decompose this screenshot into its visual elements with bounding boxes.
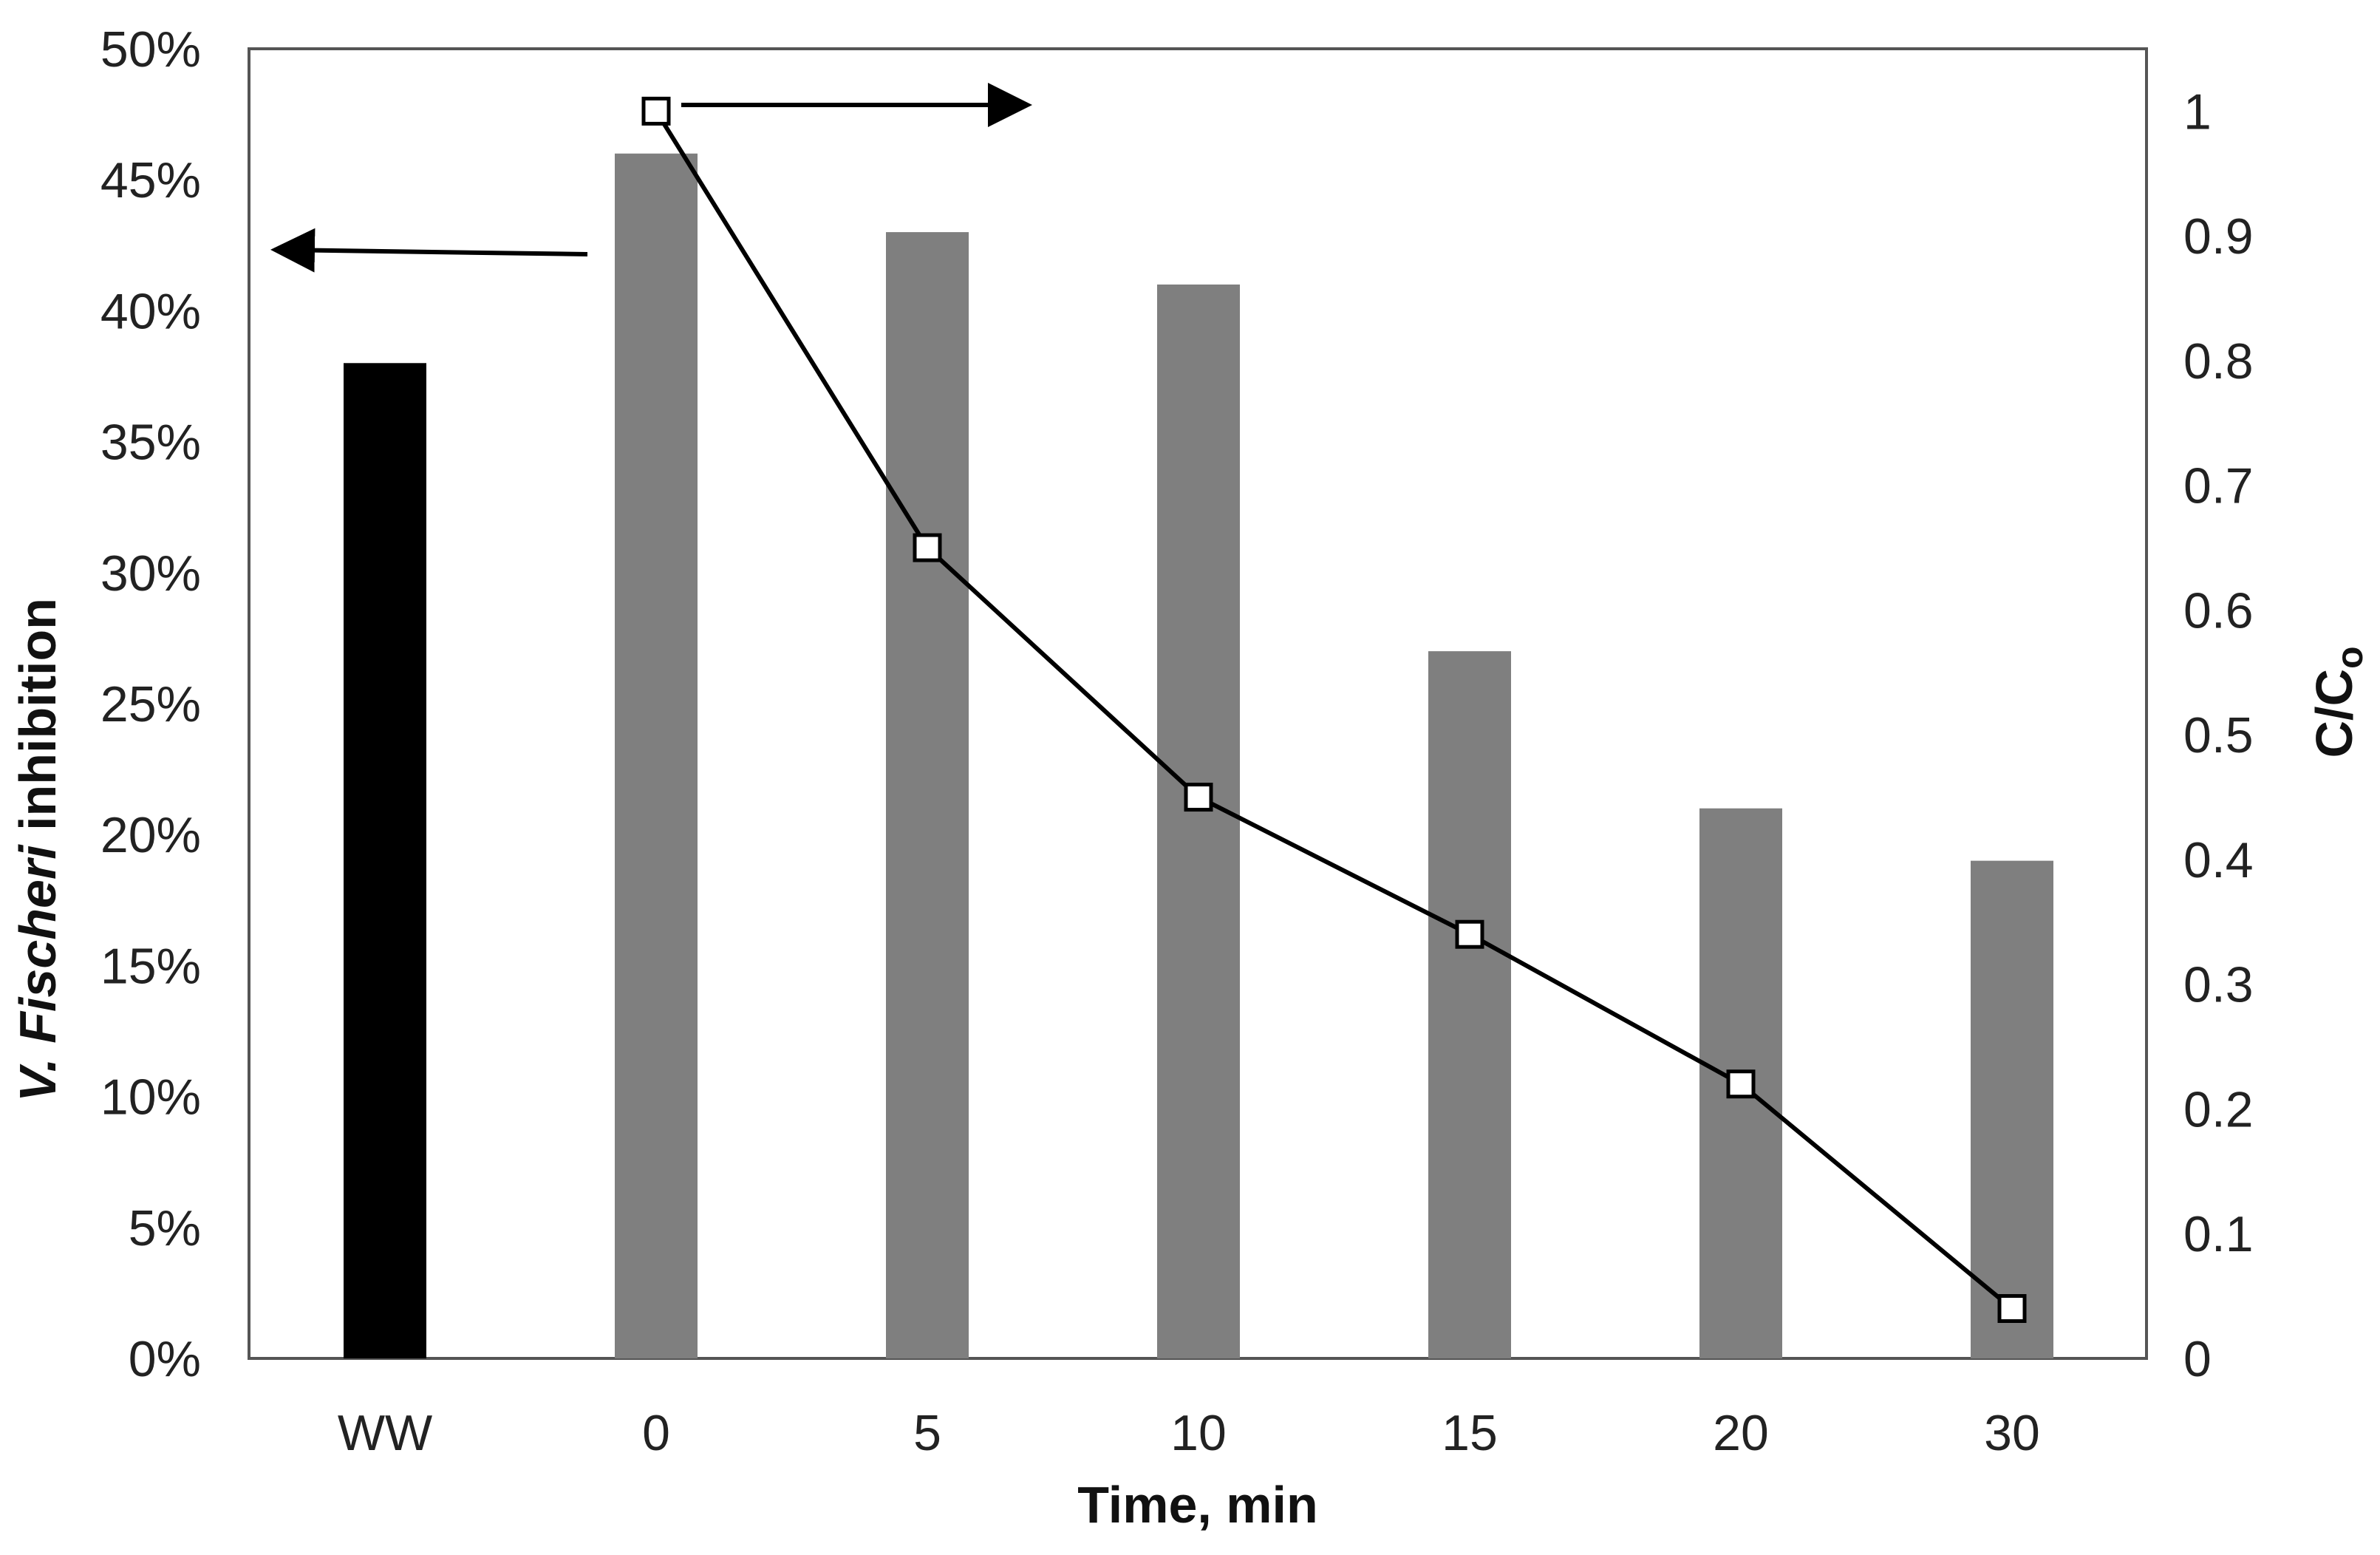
bar-10 bbox=[1157, 284, 1240, 1359]
left-tick-label: 15% bbox=[100, 938, 201, 994]
left-tick-label: 30% bbox=[100, 545, 201, 602]
left-axis-title-space bbox=[9, 831, 67, 845]
c-co-point-15 bbox=[1455, 919, 1484, 949]
right-tick-label: 0.9 bbox=[2183, 208, 2254, 265]
left-tick-label: 5% bbox=[129, 1200, 201, 1256]
bars-group bbox=[344, 153, 2053, 1359]
right-tick-label: 0 bbox=[2183, 1331, 2212, 1387]
left-tick-label: 0% bbox=[129, 1331, 201, 1387]
x-axis-ticks: WW 0 5 10 15 20 30 bbox=[338, 1405, 2040, 1461]
right-axis-ticks: 0 0.1 0.2 0.3 0.4 0.5 0.6 0.7 0.8 0.9 1 bbox=[2183, 84, 2254, 1387]
x-tick-label: 10 bbox=[1170, 1405, 1227, 1461]
right-axis-title-sub: o bbox=[2329, 646, 2370, 669]
left-tick-label: 35% bbox=[100, 415, 201, 471]
right-tick-label: 1 bbox=[2183, 84, 2212, 140]
right-tick-label: 0.8 bbox=[2183, 333, 2254, 389]
x-tick-label: 30 bbox=[1984, 1405, 2040, 1461]
c-co-point-10 bbox=[1184, 783, 1213, 812]
bar-ww bbox=[344, 363, 426, 1358]
c-co-point-5 bbox=[913, 533, 942, 562]
right-tick-label: 0.1 bbox=[2183, 1206, 2254, 1262]
x-tick-label: 15 bbox=[1442, 1405, 1498, 1461]
x-tick-label: 5 bbox=[913, 1405, 941, 1461]
left-axis-title-rest: inhibition bbox=[9, 598, 67, 831]
bar-5 bbox=[886, 232, 969, 1359]
x-tick-label: WW bbox=[338, 1405, 432, 1461]
x-axis-title: Time, min bbox=[1077, 1476, 1317, 1534]
left-tick-label: 45% bbox=[100, 152, 201, 208]
left-axis-arrow bbox=[270, 228, 588, 273]
left-tick-label: 10% bbox=[100, 1069, 201, 1126]
left-axis-title: V. Fischeri inhibition bbox=[9, 598, 67, 1102]
x-tick-label: 20 bbox=[1713, 1405, 1769, 1461]
right-axis-title: C/Co bbox=[2305, 646, 2370, 758]
c-co-point-20 bbox=[1726, 1069, 1756, 1099]
left-tick-label: 50% bbox=[100, 21, 201, 78]
left-tick-label: 40% bbox=[100, 283, 201, 339]
x-tick-label: 0 bbox=[642, 1405, 670, 1461]
bar-0 bbox=[615, 153, 698, 1358]
left-tick-label: 25% bbox=[100, 676, 201, 732]
right-tick-label: 0.7 bbox=[2183, 458, 2254, 514]
bar-15 bbox=[1428, 651, 1511, 1358]
bar-30 bbox=[1971, 860, 2053, 1358]
right-tick-label: 0.3 bbox=[2183, 957, 2254, 1013]
left-tick-label: 20% bbox=[100, 807, 201, 863]
right-tick-label: 0.5 bbox=[2183, 707, 2254, 763]
right-tick-label: 0.4 bbox=[2183, 832, 2254, 888]
right-axis-title-main: C/C bbox=[2305, 669, 2363, 758]
c-co-point-0 bbox=[641, 96, 671, 126]
left-axis-title-italic: V. Fischeri bbox=[9, 844, 67, 1102]
line-series-group bbox=[641, 96, 2027, 1323]
c-co-line bbox=[654, 109, 2014, 1310]
left-axis-ticks: 0% 5% 10% 15% 20% 25% 30% 35% 40% 45% 50% bbox=[100, 21, 201, 1387]
right-tick-label: 0.2 bbox=[2183, 1081, 2254, 1137]
right-tick-label: 0.6 bbox=[2183, 582, 2254, 639]
c-co-point-30 bbox=[1997, 1293, 2027, 1323]
